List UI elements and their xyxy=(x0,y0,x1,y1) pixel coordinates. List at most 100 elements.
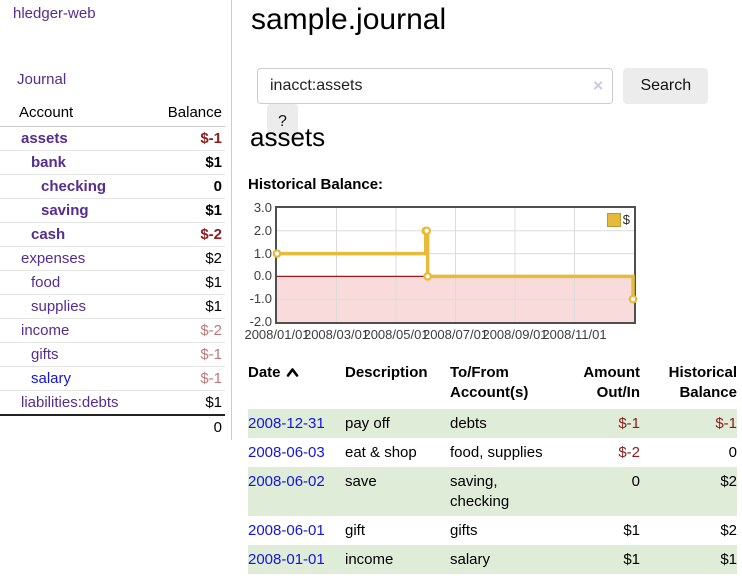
register-cell-accounts: debts xyxy=(450,415,487,432)
app-title-link[interactable]: hledger-web xyxy=(13,5,96,22)
account-row: assets $-1 xyxy=(0,126,225,151)
register-cell-description: gift xyxy=(345,522,366,539)
register-cell-amount: $-2 xyxy=(618,444,640,461)
account-balance: $1 xyxy=(151,294,225,319)
account-row: income $-2 xyxy=(0,318,225,343)
clear-search-icon[interactable]: × xyxy=(593,76,603,95)
page-title: sample.journal xyxy=(251,3,447,36)
search-button[interactable]: Search xyxy=(623,68,709,104)
account-link[interactable]: cash xyxy=(31,226,66,243)
search-input[interactable] xyxy=(257,68,613,104)
y-tick-label: 0.0 xyxy=(253,268,272,284)
chart-legend: $ xyxy=(606,212,630,227)
y-tick-label: 3.0 xyxy=(253,200,272,215)
account-row: food $1 xyxy=(0,270,225,295)
account-link[interactable]: salary xyxy=(31,370,72,387)
account-link[interactable]: liabilities:debts xyxy=(21,394,119,411)
amount-header-line2: Out/In xyxy=(596,384,640,401)
legend-label: $ xyxy=(622,212,630,227)
accounts-total-row: 0 xyxy=(0,414,225,439)
account-link[interactable]: expenses xyxy=(21,250,86,267)
register-cell-date: 2008-01-01 xyxy=(248,545,345,574)
accounts-header-balance: Balance xyxy=(151,101,225,127)
account-balance: $2 xyxy=(151,246,225,271)
x-tick-label: 2008/09/01 xyxy=(482,327,548,342)
account-heading: assets xyxy=(250,122,326,152)
register-cell-description: save xyxy=(345,473,377,490)
accounts-total-spacer xyxy=(0,414,152,439)
accounts-header-line1: To/From xyxy=(450,364,509,381)
x-tick-label: 2008/01/01 xyxy=(244,327,310,342)
account-link[interactable]: gifts xyxy=(31,346,59,363)
transaction-date-link[interactable]: 2008-06-03 xyxy=(248,444,325,461)
register-cell-amount: $-1 xyxy=(618,415,640,432)
account-row: expenses $2 xyxy=(0,246,225,271)
register-cell-date: 2008-06-01 xyxy=(248,516,345,545)
transaction-date-link[interactable]: 2008-12-31 xyxy=(248,415,325,432)
account-balance: $-2 xyxy=(151,318,225,343)
register-header-description: Description xyxy=(345,364,428,381)
chart-svg xyxy=(272,208,638,322)
x-tick-label: 2008/11/01 xyxy=(542,327,607,342)
register-header-accounts: To/From Account(s) xyxy=(450,360,562,409)
register-header-date[interactable]: Date xyxy=(248,360,345,409)
account-balance: $-1 xyxy=(151,366,225,391)
account-balance: $1 xyxy=(151,270,225,295)
account-link[interactable]: saving xyxy=(41,202,89,219)
register-cell-date: 2008-06-03 xyxy=(248,438,345,467)
transaction-date-link[interactable]: 2008-06-01 xyxy=(248,522,325,539)
balance-header-line2: Balance xyxy=(679,384,737,401)
account-row: cash $-2 xyxy=(0,222,225,247)
transaction-date-link[interactable]: 2008-01-01 xyxy=(248,551,325,568)
sort-ascending-icon xyxy=(286,363,299,383)
accounts-table: Account Balance assets $-1 bank $1 checking 0… xyxy=(0,101,225,439)
account-row: gifts $-1 xyxy=(0,342,225,367)
search-input-wrapper: × xyxy=(257,68,613,104)
balance-header-line1: Historical xyxy=(668,364,737,381)
account-link[interactable]: income xyxy=(21,322,70,339)
transaction-date-link[interactable]: 2008-06-02 xyxy=(248,473,325,490)
register-row: 2008-01-01 income salary $1 $1 xyxy=(248,545,737,574)
register-cell-description: eat & shop xyxy=(345,444,417,461)
accounts-header-row: Account Balance xyxy=(0,101,225,127)
date-header-label: Date xyxy=(248,364,281,381)
register-row: 2008-12-31 pay off debts $-1 $-1 xyxy=(248,409,737,438)
register-table: Date Description To/From Account(s) Amoun… xyxy=(248,360,737,574)
account-row: salary $-1 xyxy=(0,366,225,391)
account-link[interactable]: checking xyxy=(41,178,107,195)
account-row: supplies $1 xyxy=(0,294,225,319)
accounts-header-line2: Account(s) xyxy=(450,384,529,401)
y-tick-label: -1.0 xyxy=(249,291,272,307)
register-cell-description: pay off xyxy=(345,415,390,432)
register-cell-balance: $1 xyxy=(720,551,737,568)
account-link[interactable]: food xyxy=(31,274,61,291)
account-row: bank $1 xyxy=(0,150,225,175)
account-balance: $-2 xyxy=(151,222,225,247)
account-link[interactable]: bank xyxy=(31,154,67,171)
register-table-body: 2008-12-31 pay off debts $-1 $-1 2008-06-03 ea… xyxy=(248,409,737,574)
account-row: saving $1 xyxy=(0,198,225,223)
register-cell-accounts: saving, checking xyxy=(450,473,510,510)
journal-link[interactable]: Journal xyxy=(17,71,67,88)
legend-swatch-icon xyxy=(606,212,621,227)
x-tick-label: 2008/07/01 xyxy=(422,327,489,342)
register-cell-balance: $-1 xyxy=(715,415,737,432)
help-button[interactable]: ? xyxy=(267,104,298,140)
register-cell-accounts: gifts xyxy=(450,522,478,539)
account-balance: $-1 xyxy=(151,342,225,367)
register-header-row: Date Description To/From Account(s) Amoun… xyxy=(248,360,737,409)
register-cell-amount: $1 xyxy=(623,551,640,568)
register-cell-accounts: salary xyxy=(450,551,491,568)
x-tick-label: 2008/03/01 xyxy=(303,327,370,342)
register-header-amount: Amount Out/In xyxy=(562,360,640,409)
chart-plot-area: $ xyxy=(272,206,638,324)
register-cell-amount: $1 xyxy=(623,522,640,539)
y-tick-label: 1.0 xyxy=(253,245,272,261)
account-link[interactable]: assets xyxy=(21,130,68,147)
accounts-header-account: Account xyxy=(0,101,152,127)
search-form: × Search ? xyxy=(257,68,742,140)
accounts-total-value: 0 xyxy=(151,414,225,439)
accounts-table-body: assets $-1 bank $1 checking 0 saving $1 cash $-2 e… xyxy=(0,126,225,416)
account-link[interactable]: supplies xyxy=(31,298,87,315)
register-row: 2008-06-03 eat & shop food, supplies $-2 0 xyxy=(248,438,737,467)
